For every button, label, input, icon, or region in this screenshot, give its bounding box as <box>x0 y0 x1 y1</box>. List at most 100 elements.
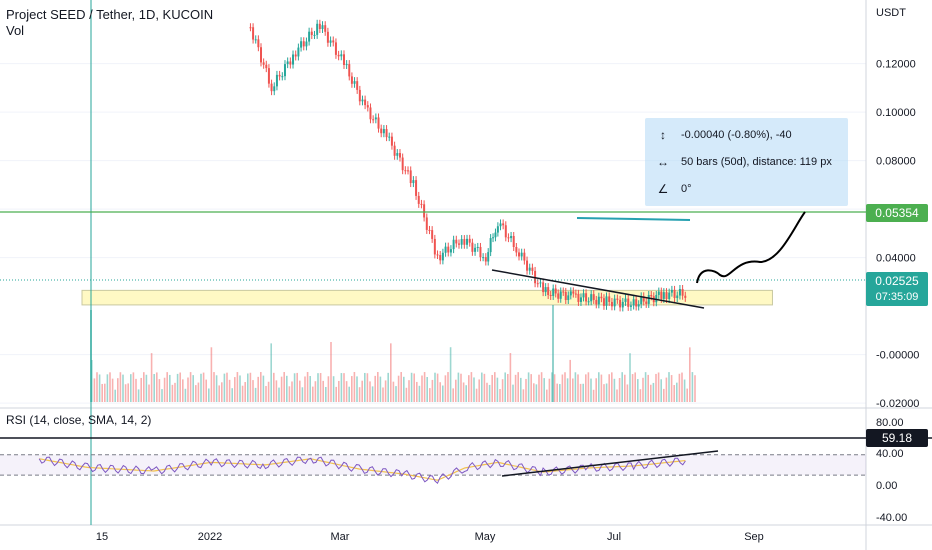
price-axis-tick: 0.12000 <box>876 59 916 71</box>
volume-bar <box>98 374 101 402</box>
volume-bar <box>512 384 514 402</box>
volume-bar <box>93 378 96 402</box>
volume-bar <box>587 372 590 402</box>
candle-body <box>316 23 319 35</box>
volume-bar <box>127 383 129 402</box>
candle-body <box>388 136 391 138</box>
volume-bar <box>650 384 652 402</box>
volume-bar <box>371 386 374 402</box>
price-axis-tick: -0.02000 <box>876 398 919 410</box>
volume-bar <box>176 373 179 402</box>
candle-body <box>542 282 545 293</box>
candle-body <box>647 295 650 304</box>
bar-countdown: 07:35:09 <box>866 288 928 306</box>
volume-bar <box>468 375 470 402</box>
volume-bar <box>629 353 631 402</box>
candle-body <box>605 296 608 306</box>
volume-bar <box>384 380 387 402</box>
volume-bar <box>309 376 311 402</box>
volume-bar <box>273 372 275 402</box>
volume-bar <box>291 381 293 402</box>
rsi-value-tag: 59.18 <box>866 429 928 447</box>
volume-bar <box>288 386 291 402</box>
volume-bar <box>543 378 545 402</box>
volume-bar <box>499 388 501 402</box>
volume-bar <box>390 343 392 402</box>
volume-bar <box>244 382 246 402</box>
measure-angle-row: ∠ 0° <box>655 182 692 196</box>
volume-bar <box>218 385 220 402</box>
rsi-trendline <box>501 450 719 477</box>
volume-bar <box>228 379 231 402</box>
volume-bar <box>150 353 153 402</box>
candle-body <box>665 292 668 299</box>
volume-bar <box>143 372 145 402</box>
volume-bar <box>262 375 265 402</box>
volume-bar <box>257 376 259 402</box>
volume-bar <box>319 373 322 402</box>
volume-bar <box>689 347 691 402</box>
projection-curve <box>696 211 806 284</box>
volume-bar <box>486 382 488 402</box>
candle-body <box>441 252 444 261</box>
volume-bar <box>639 389 642 402</box>
candle-body <box>613 298 616 307</box>
volume-bar <box>156 372 158 402</box>
candle-body <box>681 289 684 296</box>
volume-bar <box>678 373 681 402</box>
volume-bar <box>387 372 389 402</box>
symbol-title[interactable]: Project SEED / Tether, 1D, KUCOIN <box>6 7 214 22</box>
volume-bar <box>483 373 486 402</box>
candle-body <box>632 299 635 306</box>
candle-body <box>642 296 645 302</box>
candle-body <box>517 252 520 257</box>
volume-bar <box>488 384 491 402</box>
candle-body <box>393 145 396 156</box>
volume-bar <box>590 378 592 402</box>
candle-body <box>455 239 458 244</box>
volume-bar <box>335 386 337 402</box>
candle-body <box>452 239 455 250</box>
candle-body <box>515 247 518 253</box>
support-zone[interactable] <box>81 289 773 306</box>
candle-body <box>552 288 555 296</box>
volume-bar <box>603 384 605 402</box>
volume-bar <box>267 381 270 402</box>
volume-bar <box>353 372 356 402</box>
volume-bar <box>670 375 673 402</box>
candle-body <box>482 257 485 259</box>
volume-bar <box>673 385 675 402</box>
volume-bar <box>585 374 587 402</box>
volume-bar <box>356 376 358 402</box>
volume-bar <box>293 373 296 402</box>
volume-bar <box>280 376 283 402</box>
measure-bars: 50 bars (50d), distance: 119 px <box>681 156 832 168</box>
volume-bar <box>452 388 454 402</box>
rsi-legend[interactable]: RSI (14, close, SMA, 14, 2) <box>6 413 152 427</box>
volume-bar <box>621 372 623 402</box>
candle-body <box>415 180 418 196</box>
candle-body <box>305 41 308 47</box>
volume-bar <box>473 377 475 402</box>
volume-bar <box>535 384 538 402</box>
candle-body <box>361 99 364 102</box>
candle-body <box>463 239 466 245</box>
candle-body <box>313 34 316 36</box>
drawings[interactable] <box>0 211 866 309</box>
volume-bar <box>663 388 665 402</box>
volume-bar <box>613 378 616 402</box>
volume-bar <box>657 372 660 402</box>
volume-bar <box>327 376 330 402</box>
candle-body <box>520 252 523 257</box>
candle-body <box>447 246 450 253</box>
volume-bar <box>137 389 140 402</box>
candle-body <box>471 242 474 252</box>
volume-bar <box>223 373 226 402</box>
volume-bar <box>582 383 584 402</box>
volume-bar <box>379 376 382 402</box>
volume-bars <box>90 305 696 402</box>
volume-bar <box>522 389 525 402</box>
volume-bar <box>254 387 257 402</box>
